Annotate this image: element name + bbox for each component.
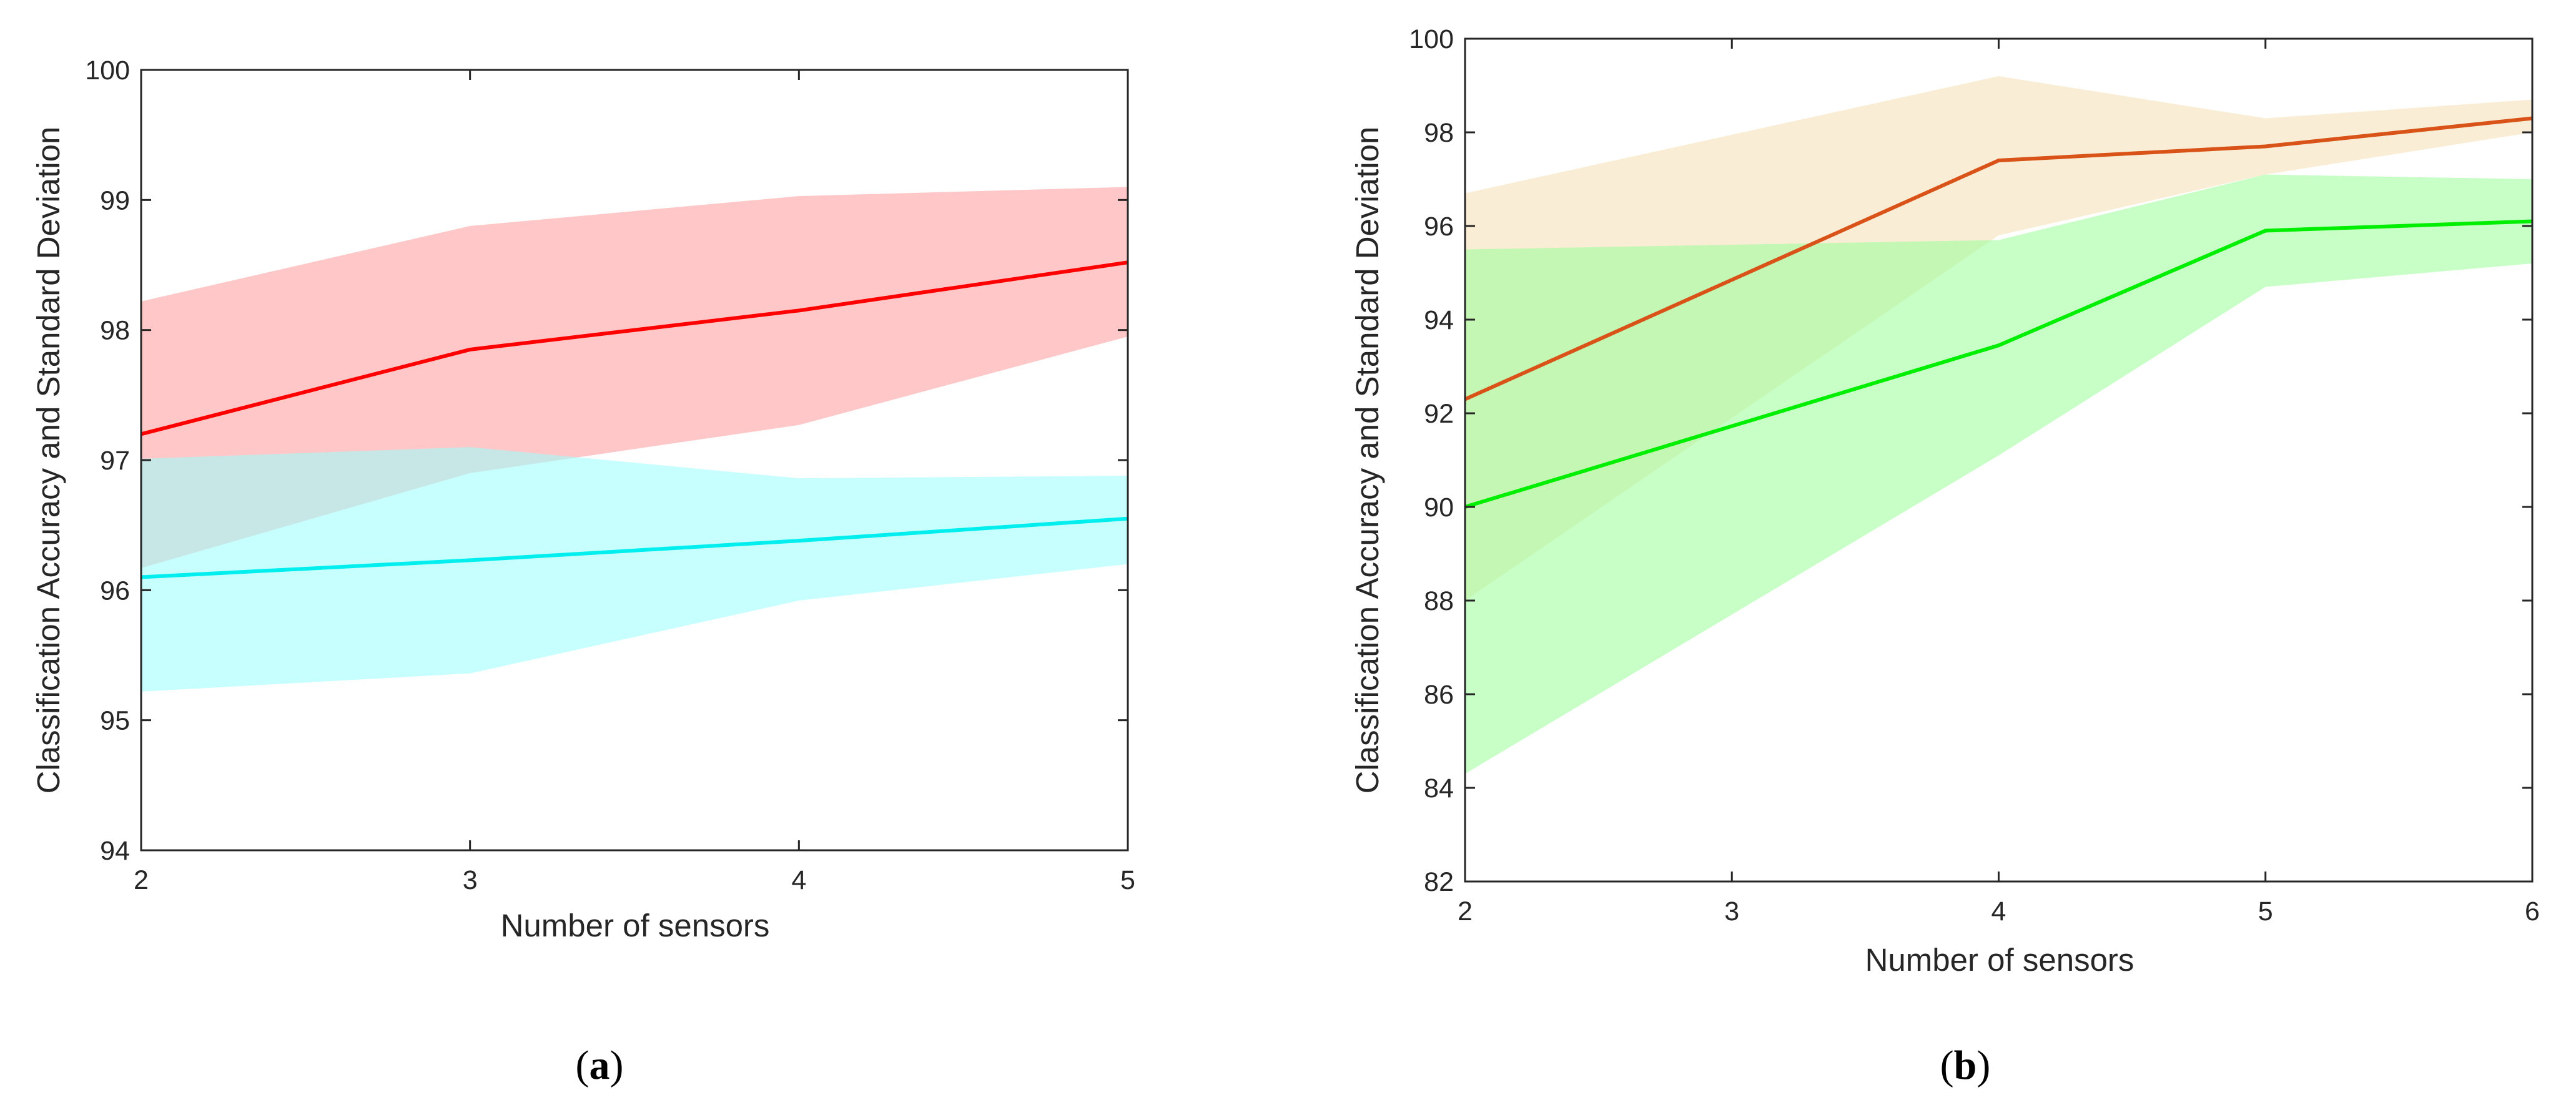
panel-a-x-tick-label: 5 xyxy=(1120,865,1135,895)
panel-b-y-tick-label: 98 xyxy=(1424,118,1454,148)
panel-a-x-tick-label: 2 xyxy=(134,865,149,895)
panel-a-tick-labels: 2 3 4 5 94 95 96 97 98 99 100 xyxy=(85,56,1135,895)
panel-a-line-series-cyan xyxy=(141,516,1128,579)
panel-a-lines xyxy=(141,260,1128,579)
panel-a-y-tick-label: 94 xyxy=(100,836,130,866)
panel-b-y-tick-label: 82 xyxy=(1424,867,1454,897)
panel-b-y-tick-label: 86 xyxy=(1424,680,1454,710)
panel-b-bands xyxy=(1465,76,2532,774)
panel-a-x-tick-label: 3 xyxy=(463,865,478,895)
panel-b-y-tick-label: 84 xyxy=(1424,774,1454,803)
panel-a-ticks xyxy=(140,69,1129,852)
panel-a-y-tick-label: 96 xyxy=(100,576,130,606)
panel-a-y-tick-label: 100 xyxy=(85,56,130,86)
panel-b-x-tick-label: 2 xyxy=(1458,896,1473,926)
panel-a-band-1 xyxy=(141,447,1128,692)
panel-a-y-tick-label: 95 xyxy=(100,706,130,736)
panel-a-y-tick-label: 98 xyxy=(100,316,130,346)
panel-b-y-tick-label: 96 xyxy=(1424,212,1454,242)
panel-b-y-tick-label: 100 xyxy=(1409,24,1454,54)
panel-a-chart: 2 3 4 5 94 95 96 97 98 99 100 Number of sensors Cl… xyxy=(31,56,1135,1088)
panel-b-tick-labels: 2 3 4 5 6 82 84 86 88 90 92 94 96 98 100 xyxy=(1409,24,2540,926)
panel-a-y-axis-title: Classification Accuracy and Standard Dev… xyxy=(31,127,66,794)
panel-b-ticks xyxy=(1464,37,2534,883)
panel-b-lines xyxy=(1464,116,2533,509)
panel-a-y-tick-label: 97 xyxy=(100,446,130,476)
panel-b-x-tick-label: 3 xyxy=(1724,896,1739,926)
panel-b-label: (b) xyxy=(1940,1043,1991,1088)
panel-b-band-1 xyxy=(1465,174,2532,774)
panel-a-label: (a) xyxy=(576,1043,624,1088)
panel-b-band-0 xyxy=(1465,76,2532,601)
panel-a-y-tick-label: 99 xyxy=(100,185,130,215)
panel-a-x-axis-title: Number of sensors xyxy=(501,908,770,943)
panel-b-y-axis-title: Classification Accuracy and Standard Dev… xyxy=(1350,127,1385,794)
panel-b-line-series-green xyxy=(1464,219,2533,509)
panel-a-bands xyxy=(141,187,1128,692)
panel-b-x-tick-label: 6 xyxy=(2525,896,2540,926)
panel-b-chart: 2 3 4 5 6 82 84 86 88 90 92 94 96 98 100 Number of sen… xyxy=(1350,24,2540,1088)
panel-b-y-tick-label: 90 xyxy=(1424,493,1454,523)
panel-a-label-letter: a xyxy=(590,1043,610,1088)
panel-b-y-tick-label: 94 xyxy=(1424,305,1454,335)
panel-b-y-tick-label: 88 xyxy=(1424,586,1454,616)
panel-b-y-tick-label: 92 xyxy=(1424,399,1454,429)
panel-b-label-letter: b xyxy=(1954,1043,1977,1088)
panel-b-x-axis-title: Number of sensors xyxy=(1865,942,2134,978)
panel-a-x-tick-label: 4 xyxy=(791,865,806,895)
panel-b-x-tick-label: 5 xyxy=(2258,896,2273,926)
panel-a-line-series-red xyxy=(141,260,1128,436)
panel-b-line-series-orange xyxy=(1464,116,2533,401)
panel-b-x-tick-label: 4 xyxy=(1991,896,2006,926)
